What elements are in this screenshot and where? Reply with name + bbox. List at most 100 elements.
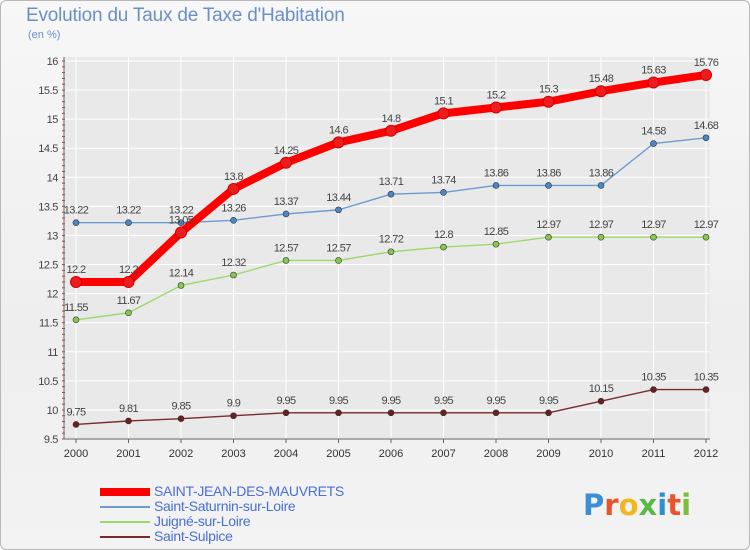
logo-letter: P: [583, 488, 605, 522]
y-tick-label: 13.5: [38, 201, 58, 213]
data-point: [125, 219, 132, 226]
x-tick-label: 2011: [642, 448, 666, 460]
data-point: [125, 417, 132, 425]
chart-title: Evolution du Taux de Taxe d'Habitation: [26, 5, 345, 26]
data-point: [700, 68, 712, 81]
data-point: [125, 309, 132, 317]
data-point: [282, 210, 290, 218]
data-label: 10.35: [694, 372, 719, 384]
data-label: 9.95: [329, 395, 348, 407]
x-tick-label: 2009: [536, 448, 560, 460]
data-label: 13.71: [379, 176, 404, 188]
data-point: [542, 95, 555, 108]
data-label: 13.22: [64, 205, 89, 217]
data-label: 12.97: [589, 219, 614, 231]
x-tick-label: 2002: [169, 448, 193, 460]
data-label: 15.2: [486, 90, 505, 102]
data-label: 12.72: [379, 234, 404, 246]
data-point: [492, 240, 500, 248]
axes: 9.5 10 10.5 11 11.5 12 12.5 13 13.5 14 14.5 15 15.5 1…: [38, 56, 718, 460]
legend-label: Juigné-sur-Loire: [154, 513, 251, 529]
data-point: [72, 316, 80, 324]
data-point: [492, 182, 500, 189]
data-label: 9.95: [381, 395, 400, 407]
data-point: [177, 415, 185, 422]
data-point: [490, 101, 502, 114]
data-label: 13.86: [484, 167, 509, 179]
data-point: [437, 107, 450, 120]
data-label: 9.81: [119, 403, 138, 415]
legend-swatch: [100, 487, 150, 496]
data-point: [280, 156, 292, 169]
data-label: 9.9: [227, 398, 241, 410]
y-tick-label: 16: [47, 56, 59, 68]
data-point: [647, 76, 660, 89]
data-label: 12.97: [641, 219, 666, 231]
data-point: [597, 233, 605, 241]
data-point: [70, 275, 82, 288]
logo-letter: r: [604, 488, 619, 522]
data-label: 12.85: [484, 226, 509, 238]
data-label: 11.55: [64, 302, 88, 314]
data-label: 12.97: [694, 219, 719, 231]
data-point: [702, 233, 710, 241]
data-label: 9.75: [66, 406, 85, 418]
legend-swatch: [100, 520, 150, 523]
y-tick-label: 12.5: [38, 260, 58, 272]
data-label: 13.8: [224, 171, 243, 183]
data-label: 15.48: [589, 73, 614, 85]
data-label: 12.2: [119, 264, 138, 276]
data-label: 13.86: [536, 167, 561, 179]
data-label: 13.44: [326, 192, 351, 204]
data-label: 9.95: [434, 395, 453, 407]
data-point: [72, 421, 80, 428]
data-point: [177, 219, 185, 226]
logo-letter: t: [667, 488, 682, 522]
data-label: 13.74: [431, 174, 456, 186]
data-label: 9.85: [171, 401, 190, 413]
logo-letter: i: [681, 488, 692, 522]
data-label: 12.97: [536, 219, 561, 231]
y-tick-label: 11.5: [39, 318, 58, 330]
data-label: 13.37: [274, 196, 299, 208]
data-point: [650, 233, 657, 241]
data-point: [545, 233, 552, 241]
x-tick-label: 2010: [589, 448, 613, 460]
data-point: [122, 275, 135, 288]
data-point: [440, 189, 447, 196]
data-label: 12.57: [274, 242, 299, 254]
x-tick-label: 2005: [326, 448, 350, 460]
y-tick-label: 9.5: [44, 434, 58, 446]
x-tick-label: 2007: [431, 448, 455, 460]
x-tick-label: 2004: [274, 448, 298, 460]
data-point: [650, 140, 657, 147]
data-point: [492, 409, 500, 417]
legend-label: SAINT-JEAN-DES-MAUVRETS: [154, 483, 344, 499]
data-point: [545, 409, 552, 417]
data-point: [702, 386, 710, 393]
x-tick-label: 2001: [116, 448, 140, 460]
data-point: [387, 248, 395, 256]
legend-label: Saint-Saturnin-sur-Loire: [154, 498, 296, 514]
data-label: 13.86: [589, 167, 614, 179]
data-label: 15.63: [641, 65, 666, 77]
data-label: 13.05: [169, 215, 194, 227]
data-label: 15.1: [434, 95, 453, 107]
y-tick-label: 12: [47, 289, 59, 301]
data-label: 12.8: [434, 229, 453, 241]
data-point: [440, 243, 447, 251]
series-lines: [70, 68, 712, 428]
data-point: [387, 409, 395, 417]
x-tick-label: 2003: [221, 448, 245, 460]
data-point: [545, 182, 552, 189]
data-label: 12.14: [169, 267, 194, 279]
data-point: [282, 257, 290, 264]
y-tick-label: 11: [47, 347, 58, 359]
logo-letter: x: [638, 488, 658, 522]
legend-swatch: [100, 535, 150, 538]
data-label: 10.15: [589, 383, 614, 395]
x-tick-label: 2012: [694, 448, 718, 460]
data-label: 12.2: [66, 264, 85, 276]
data-point: [597, 182, 605, 189]
